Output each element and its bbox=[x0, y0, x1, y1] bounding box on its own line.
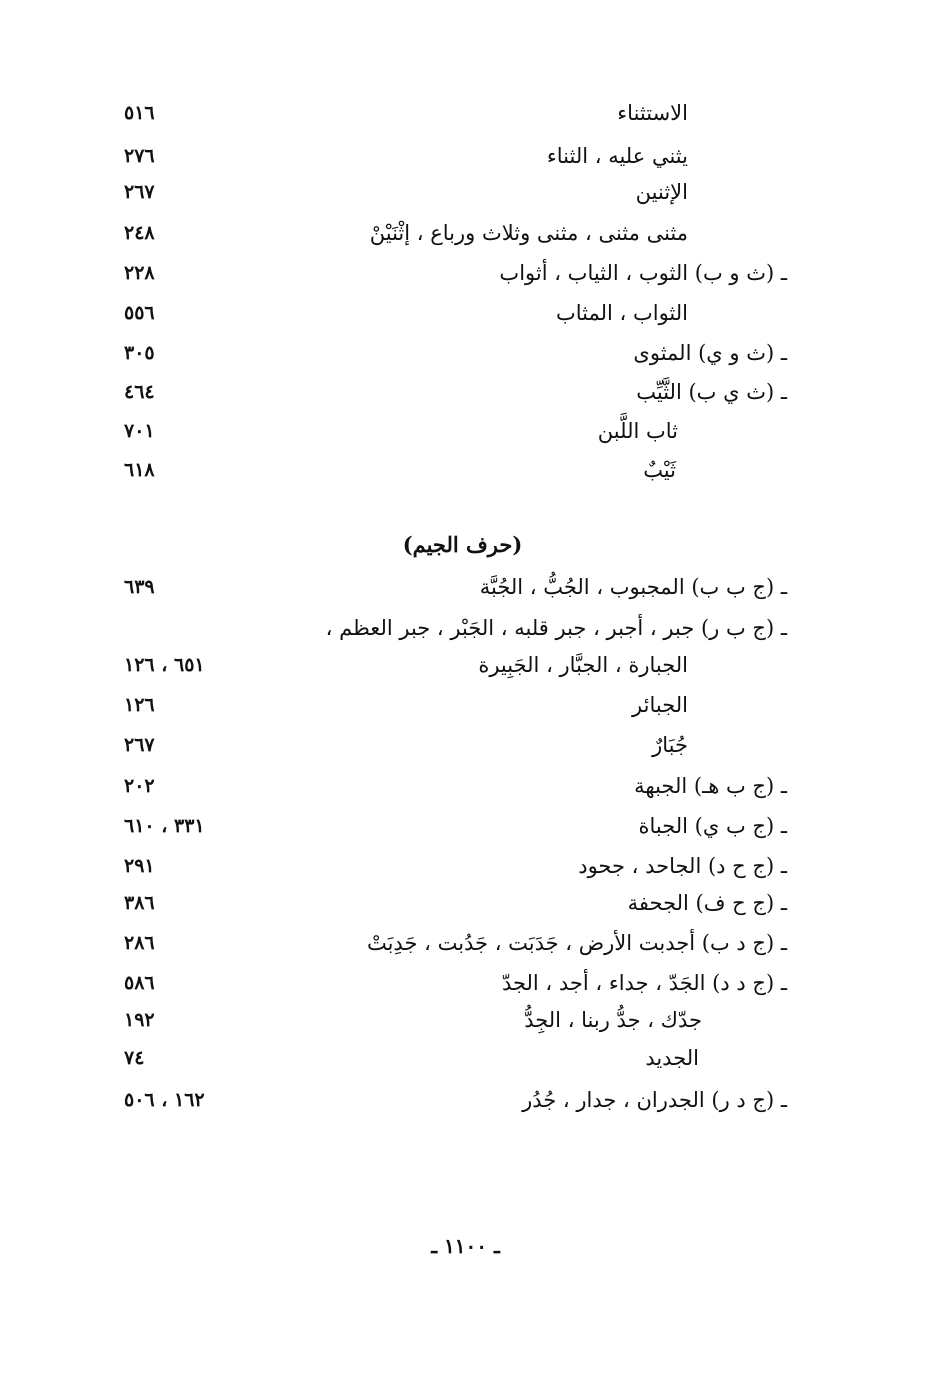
entry-term: الجبارة ، الجبَّار ، الجَبِيرة bbox=[478, 653, 688, 677]
entry-pages: ١٢٦ bbox=[124, 694, 155, 716]
entry-pages: ٧٤ bbox=[124, 1047, 145, 1069]
entry-term: ـ (ث و ي) المثوى bbox=[633, 341, 787, 365]
entry-pages: ٢٠٢ bbox=[124, 775, 155, 797]
index-entry: الإثنين ٢٦٧ bbox=[0, 176, 931, 216]
index-entry: ثاب اللَّبن ٧٠١ bbox=[0, 415, 931, 455]
section-heading-text: (حرف الجيم) bbox=[402, 532, 523, 557]
index-entry: جدّك ، جدُّ ربنا ، الجِدُّ ١٩٢ bbox=[0, 1004, 931, 1044]
index-entry: ـ (ج د ب) أجدبت الأرض ، جَدَبَت ، جَدُبت… bbox=[0, 927, 931, 967]
entry-term: ـ (ج ح ف) الجحفة bbox=[627, 891, 787, 915]
entry-term: ثاب اللَّبن bbox=[597, 419, 678, 443]
entry-term: ـ (ج د د) الجَدّ ، جداء ، أجد ، الجدّ bbox=[501, 971, 787, 995]
entry-pages: ٢٤٨ bbox=[124, 222, 155, 244]
entry-pages: ٣٣١ ، ٦١٠ bbox=[124, 815, 205, 837]
entry-pages: ٢٧٦ bbox=[124, 145, 155, 167]
index-entry: مثنى مثنى ، مثنى وثلاث ورباع ، إثْنَيْنْ… bbox=[0, 217, 931, 257]
entry-term: ـ (ج ب هـ) الجبهة bbox=[634, 774, 787, 798]
entry-term: ـ (ج ب ر) جبر ، أجبر ، جبر قلبه ، الجَبْ… bbox=[325, 616, 787, 640]
entry-pages: ٢٦٧ bbox=[124, 734, 155, 756]
index-entry: ثَيْبٌ ٦١٨ bbox=[0, 454, 931, 494]
index-entry: يثني عليه ، الثناء ٢٧٦ bbox=[0, 140, 931, 180]
entry-pages: ٦١٨ bbox=[124, 459, 155, 481]
entry-pages: ٥١٦ bbox=[124, 102, 155, 124]
index-entry: ـ (ث و ي) المثوى ٣٠٥ bbox=[0, 337, 931, 377]
entry-pages: ٥٥٦ bbox=[124, 302, 155, 324]
entry-pages: ٣٨٦ bbox=[124, 892, 155, 914]
entry-term: ـ (ج ح د) الجاحد ، جحود bbox=[578, 854, 787, 878]
entry-term: الثواب ، المثاب bbox=[555, 301, 688, 325]
entry-term: ـ (ج د ر) الجدران ، جدار ، جُدُر bbox=[522, 1088, 787, 1112]
entry-term: ثَيْبٌ bbox=[643, 458, 676, 482]
entry-term: مثنى مثنى ، مثنى وثلاث ورباع ، إثْنَيْنْ bbox=[369, 221, 688, 245]
entry-term: ـ (ج د ب) أجدبت الأرض ، جَدَبَت ، جَدُبت… bbox=[366, 931, 787, 955]
entry-term: يثني عليه ، الثناء bbox=[546, 144, 688, 168]
index-entry: ـ (ث و ب) الثوب ، الثياب ، أثواب ٢٢٨ bbox=[0, 257, 931, 297]
index-entry: ـ (ج د د) الجَدّ ، جداء ، أجد ، الجدّ ٥٨٦ bbox=[0, 967, 931, 1007]
entry-pages: ٦٣٩ bbox=[124, 576, 155, 598]
index-entry: الثواب ، المثاب ٥٥٦ bbox=[0, 297, 931, 337]
index-entry: ـ (ج ب ر) جبر ، أجبر ، جبر قلبه ، الجَبْ… bbox=[0, 612, 931, 652]
index-entry: جُبَارٌ ٢٦٧ bbox=[0, 729, 931, 769]
page-number: ـ ١١٠٠ ـ bbox=[431, 1234, 500, 1258]
entry-term: ـ (ج ب ي) الجباة bbox=[638, 814, 787, 838]
entry-term: جدّك ، جدُّ ربنا ، الجِدُّ bbox=[524, 1008, 702, 1032]
index-entry: ـ (ج ب ب) المجبوب ، الجُبُّ ، الجُبَّة ٦٣… bbox=[0, 571, 931, 611]
entry-pages: ٢٨٦ bbox=[124, 932, 155, 954]
index-entry: الاستثناء ٥١٦ bbox=[0, 97, 931, 137]
index-entry: الجبارة ، الجبَّار ، الجَبِيرة ٦٥١ ، ١٢٦ bbox=[0, 649, 931, 689]
entry-term: الإثنين bbox=[635, 180, 688, 204]
entry-term: الجبائر bbox=[632, 693, 688, 717]
entry-term: الاستثناء bbox=[617, 101, 688, 125]
index-entry: ـ (ج ح د) الجاحد ، جحود ٢٩١ bbox=[0, 850, 931, 890]
index-entry: الجبائر ١٢٦ bbox=[0, 689, 931, 729]
entry-pages: ٢٩١ bbox=[124, 855, 155, 877]
index-entry: ـ (ج ب هـ) الجبهة ٢٠٢ bbox=[0, 770, 931, 810]
entry-term: جُبَارٌ bbox=[652, 733, 688, 757]
entry-term: ـ (ث و ب) الثوب ، الثياب ، أثواب bbox=[499, 261, 787, 285]
index-entry: ـ (ج د ر) الجدران ، جدار ، جُدُر ١٦٢ ، ٥٠… bbox=[0, 1084, 931, 1124]
index-entry: ـ (ث ي ب) الثَّيِّب ٤٦٤ bbox=[0, 376, 931, 416]
entry-pages: ٢٢٨ bbox=[124, 262, 155, 284]
section-heading: (حرف الجيم) bbox=[0, 532, 931, 557]
entry-pages: ٢٦٧ bbox=[124, 181, 155, 203]
entry-term: الجديد bbox=[645, 1046, 699, 1070]
entry-pages: ١٩٢ bbox=[124, 1009, 155, 1031]
index-entry: ـ (ج ب ي) الجباة ٣٣١ ، ٦١٠ bbox=[0, 810, 931, 850]
index-entry: الجديد ٧٤ bbox=[0, 1042, 931, 1082]
entry-pages: ٤٦٤ bbox=[124, 381, 155, 403]
entry-term: ـ (ث ي ب) الثَّيِّب bbox=[636, 380, 787, 404]
entry-pages: ٣٠٥ bbox=[124, 342, 155, 364]
index-entry: ـ (ج ح ف) الجحفة ٣٨٦ bbox=[0, 887, 931, 927]
entry-pages: ١٦٢ ، ٥٠٦ bbox=[124, 1089, 205, 1111]
entry-pages: ٥٨٦ bbox=[124, 972, 155, 994]
entry-pages: ٧٠١ bbox=[124, 420, 155, 442]
entry-pages: ٦٥١ ، ١٢٦ bbox=[124, 654, 205, 676]
entry-term: ـ (ج ب ب) المجبوب ، الجُبُّ ، الجُبَّة bbox=[479, 575, 787, 599]
